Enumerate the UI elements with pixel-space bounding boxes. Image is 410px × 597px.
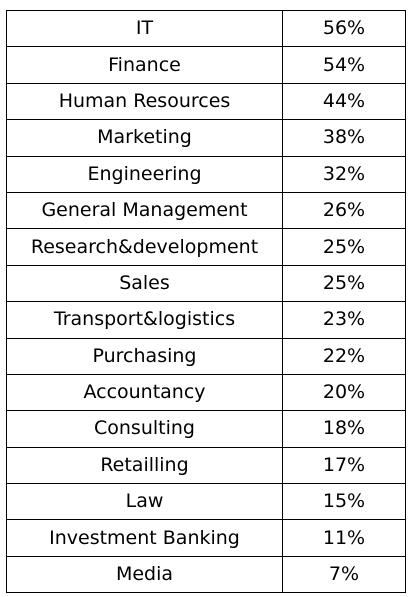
table-row: Research&development 25% [6, 228, 406, 266]
table-row: Accountancy 20% [6, 373, 406, 412]
table-row: Consulting 18% [6, 410, 406, 448]
sector-percentage-cell: 22% [282, 337, 406, 375]
sector-percentage-cell: 54% [282, 46, 406, 84]
sector-name-cell: Purchasing [6, 337, 283, 375]
sector-name-cell: Media [6, 555, 283, 594]
sector-name-cell: Law [6, 483, 283, 521]
sector-percentage-cell: 32% [282, 155, 406, 193]
sector-percentage-cell: 25% [282, 264, 406, 303]
table-row: General Management 26% [6, 191, 406, 230]
sector-name-cell: Human Resources [6, 82, 283, 121]
table-row: IT 56% [6, 9, 406, 48]
table-row: Marketing 38% [6, 119, 406, 157]
sector-name-cell: Investment Banking [6, 519, 283, 557]
table-row: Purchasing 22% [6, 337, 406, 375]
sector-percentage-cell: 20% [282, 373, 406, 412]
sector-percentage-cell: 38% [282, 119, 406, 157]
sector-name-cell: Sales [6, 264, 283, 303]
sector-percentage-table: IT 56% Finance 54% Human Resources 44% Marketi… [6, 9, 406, 594]
sector-name-cell: Transport&logistics [6, 301, 283, 339]
sector-name-cell: Finance [6, 46, 283, 84]
sector-name-cell: IT [6, 9, 283, 48]
sector-name-cell: Research&development [6, 228, 283, 266]
sector-name-cell: Marketing [6, 119, 283, 157]
table-row: Sales 25% [6, 264, 406, 303]
table-row: Human Resources 44% [6, 82, 406, 121]
sector-percentage-cell: 23% [282, 301, 406, 339]
sector-name-cell: Retailling [6, 446, 283, 485]
sector-name-cell: General Management [6, 191, 283, 230]
table-row: Engineering 32% [6, 155, 406, 193]
sector-percentage-cell: 56% [282, 9, 406, 48]
table-row: Media 7% [6, 555, 406, 594]
sector-percentage-cell: 17% [282, 446, 406, 485]
sector-percentage-cell: 18% [282, 410, 406, 448]
table-row: Retailling 17% [6, 446, 406, 485]
sector-percentage-cell: 26% [282, 191, 406, 230]
table-row: Law 15% [6, 483, 406, 521]
table-row: Finance 54% [6, 46, 406, 84]
table-row: Investment Banking 11% [6, 519, 406, 557]
table-body: IT 56% Finance 54% Human Resources 44% Marketi… [6, 9, 406, 594]
sector-percentage-cell: 11% [282, 519, 406, 557]
sector-percentage-cell: 7% [282, 555, 406, 594]
sector-percentage-cell: 44% [282, 82, 406, 121]
sector-name-cell: Accountancy [6, 373, 283, 412]
sector-name-cell: Engineering [6, 155, 283, 193]
sector-percentage-cell: 15% [282, 483, 406, 521]
sector-name-cell: Consulting [6, 410, 283, 448]
sector-percentage-cell: 25% [282, 228, 406, 266]
table-row: Transport&logistics 23% [6, 301, 406, 339]
